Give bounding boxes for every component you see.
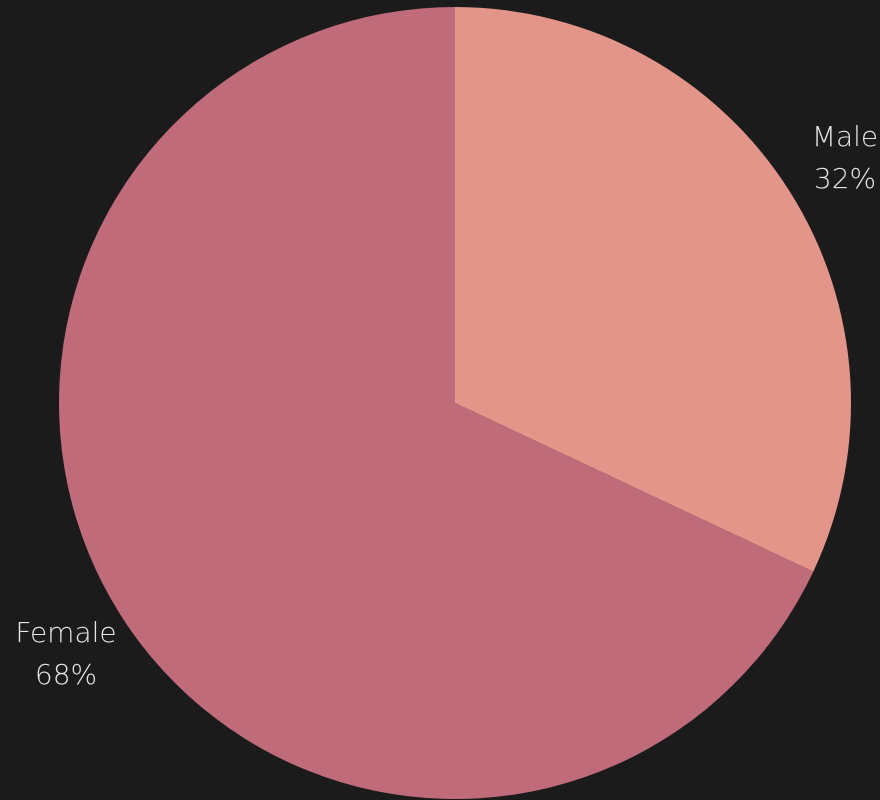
pie-slices — [59, 7, 851, 799]
pie-slice-male — [455, 7, 851, 572]
slice-percent-label: 32% — [814, 162, 876, 195]
slice-label-female: Female 68% — [15, 616, 116, 691]
pie-labels: Male 32% Female 68% — [15, 120, 878, 691]
slice-category-label: Male — [812, 120, 878, 153]
slice-category-label: Female — [15, 616, 116, 649]
slice-label-male: Male 32% — [812, 120, 878, 195]
pie-slice-female — [59, 7, 814, 799]
slice-percent-label: 68% — [35, 658, 97, 691]
